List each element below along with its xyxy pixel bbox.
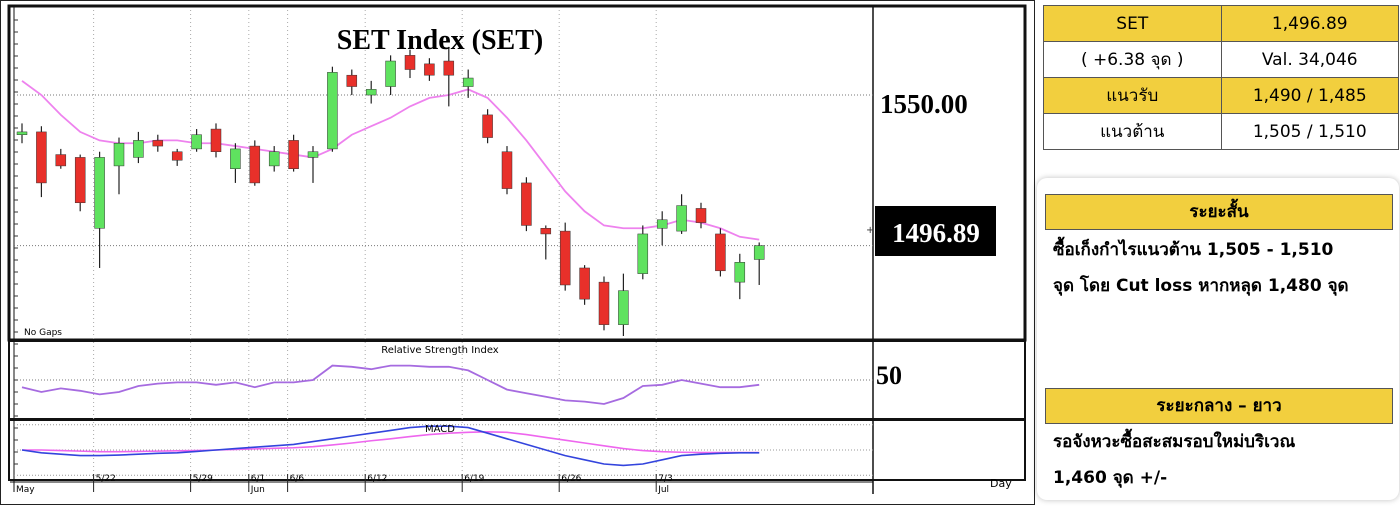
macd-panel-frame <box>8 419 1026 481</box>
candle-down <box>152 140 164 147</box>
x-tick-label: 7/3 <box>658 474 672 484</box>
short-term-line-1: ซื้อเก็งกำไรแนวต้าน 1,505 - 1,510 <box>1053 240 1334 260</box>
candle-down <box>249 145 261 184</box>
rsi-series <box>21 364 760 405</box>
table-row: แนวรับ 1,490 / 1,485 <box>1043 77 1399 114</box>
candle-up <box>133 140 144 158</box>
strategy-box: ระยะสั้น ซื้อเก็งกำไรแนวต้าน 1,505 - 1,5… <box>1037 178 1399 500</box>
candle-up <box>94 157 105 229</box>
rsi-line <box>21 364 760 405</box>
candle-down <box>210 128 222 152</box>
candle-up <box>113 142 125 167</box>
candle-down <box>695 208 707 223</box>
table-row: SET 1,496.89 <box>1043 5 1399 42</box>
candle-down <box>443 60 455 76</box>
ma-line <box>21 80 760 241</box>
outer-frame <box>0 0 1035 505</box>
table-cell: SET <box>1043 5 1222 42</box>
candle-up <box>327 72 338 150</box>
macd-label: MACD <box>425 424 455 435</box>
candle-down <box>501 151 513 189</box>
candle-down <box>540 228 552 235</box>
candle-up <box>307 151 319 158</box>
chart-title: SET Index (SET) <box>337 25 543 56</box>
x-tick-label: 6/19 <box>464 474 484 484</box>
x-month-label: Jun <box>250 485 265 495</box>
x-month-label: Jul <box>657 485 669 495</box>
candle-down <box>482 114 493 138</box>
table-cell: 1,505 / 1,510 <box>1220 113 1399 150</box>
rsi-label: Relative Strength Index <box>381 345 499 356</box>
candle-up <box>676 205 687 232</box>
candles <box>16 46 765 336</box>
x-tick-label: 5/29 <box>193 474 213 484</box>
x-tick-label: 5/22 <box>96 474 116 484</box>
mid-term-title: ระยะกลาง – ยาว <box>1045 388 1393 424</box>
mid-term-line-1: รอจังหวะซื้อสะสมรอบใหม่บริเวณ <box>1053 432 1296 452</box>
x-tick-label: 6/26 <box>561 474 581 484</box>
mid-term-line-2: 1,460 จุด +/- <box>1053 468 1168 488</box>
price-level-label: 1550.00 <box>880 89 968 119</box>
candle-down <box>598 281 610 325</box>
rsi-level-label: 50 <box>876 361 902 390</box>
candle-down <box>424 63 435 76</box>
candle-down <box>346 74 358 87</box>
last-price-box <box>875 206 996 256</box>
table-cell: แนวต้าน <box>1043 113 1222 150</box>
table-cell: 1,496.89 <box>1220 5 1399 42</box>
candle-up <box>734 262 746 283</box>
grid-lines <box>14 10 873 478</box>
candle-up <box>268 151 280 167</box>
candle-down <box>521 182 532 226</box>
moving-average <box>21 80 760 241</box>
candle-down <box>715 233 726 272</box>
x-axis-ticks: 5/22 5/29 6/1 6/6 6/12 6/19 6/26 7/3 May Jun Jul <box>16 474 673 495</box>
macd-signal-line <box>22 430 760 454</box>
x-month-label: May <box>16 485 35 495</box>
candle-up <box>637 233 649 274</box>
summary-table: SET 1,496.89 ( +6.38 จุด ) Val. 34,046 แ… <box>1043 5 1399 150</box>
table-cell: 1,490 / 1,485 <box>1220 77 1399 114</box>
macd-line <box>21 425 760 467</box>
candle-up <box>16 131 28 135</box>
short-term-title: ระยะสั้น <box>1045 194 1393 230</box>
candle-down <box>171 151 183 161</box>
macd-series <box>21 425 760 467</box>
table-row: แนวต้าน 1,505 / 1,510 <box>1043 113 1399 150</box>
short-term-line-2: จุด โดย Cut loss หากหลุด 1,480 จุด <box>1053 276 1349 296</box>
candle-down <box>559 230 571 286</box>
candle-up <box>462 77 474 87</box>
candle-up <box>656 219 668 229</box>
last-price-label: 1496.89 <box>892 218 980 248</box>
candle-down <box>74 157 86 204</box>
last-price-marker: + <box>866 225 874 236</box>
candle-down <box>579 267 590 300</box>
candle-up <box>230 148 241 169</box>
candle-up <box>191 134 202 150</box>
candle-up <box>365 89 377 96</box>
x-tick-label: 6/6 <box>290 474 305 484</box>
table-cell: ( +6.38 จุด ) <box>1043 41 1222 78</box>
table-cell: Val. 34,046 <box>1220 41 1399 78</box>
x-tick-label: 6/12 <box>367 474 387 484</box>
day-label: Day <box>990 477 1012 490</box>
chart-canvas: 5/22 5/29 6/1 6/6 6/12 6/19 6/26 7/3 May Jun Jul S… <box>0 0 1035 505</box>
candle-down <box>404 55 416 70</box>
no-gaps-label: No Gaps <box>24 328 62 338</box>
candle-up <box>618 290 629 325</box>
candle-down <box>288 140 299 169</box>
analysis-panel: SET 1,496.89 ( +6.38 จุด ) Val. 34,046 แ… <box>1037 0 1400 506</box>
candle-up <box>753 245 765 260</box>
candle-up <box>385 60 396 87</box>
candle-down <box>55 154 67 167</box>
table-cell: แนวรับ <box>1043 77 1222 114</box>
x-tick-label: 6/1 <box>251 474 265 484</box>
candle-down <box>36 131 47 184</box>
set-index-chart: 5/22 5/29 6/1 6/6 6/12 6/19 6/26 7/3 May Jun Jul S… <box>0 0 1035 505</box>
table-row: ( +6.38 จุด ) Val. 34,046 <box>1043 41 1399 78</box>
